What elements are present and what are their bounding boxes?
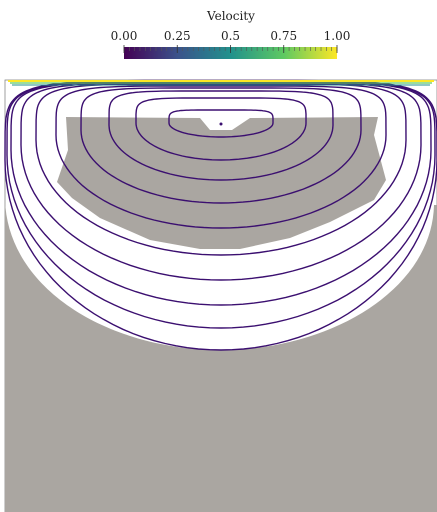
streamline — [108, 90, 334, 181]
streamline — [80, 87, 362, 204]
streamline — [135, 97, 307, 161]
domain — [4, 79, 437, 512]
streamline — [55, 85, 387, 229]
tick-label: 0.5 — [221, 29, 240, 43]
tick-label: 0.25 — [164, 29, 191, 43]
streamline — [35, 83, 407, 256]
colorbar-ticks: 0.00 0.25 0.5 0.75 1.00 — [111, 29, 351, 53]
tick-label: 0.00 — [111, 29, 138, 43]
streamline — [168, 109, 274, 138]
colorbar-title: Velocity — [206, 9, 255, 23]
streamline — [4, 79, 437, 351]
tick-label: 0.75 — [270, 29, 297, 43]
tick-label: 1.00 — [324, 29, 351, 43]
streamline — [20, 82, 422, 281]
